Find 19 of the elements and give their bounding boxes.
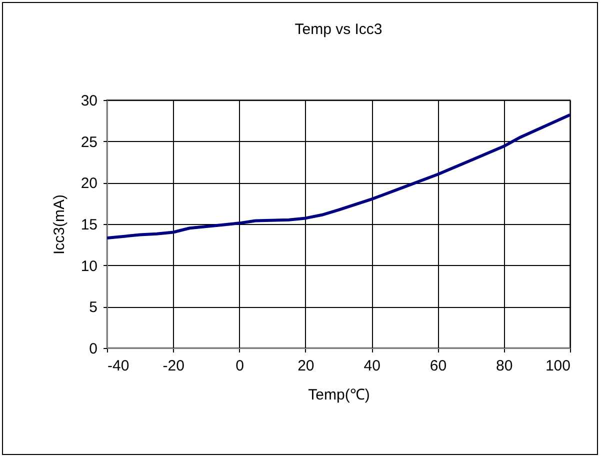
x-tick-label: 80	[496, 358, 513, 374]
x-tick-label: -40	[108, 358, 130, 374]
x-tick-label: 40	[364, 358, 380, 374]
y-tick-label: 0	[89, 340, 98, 358]
x-axis-title: Temp(℃)	[308, 386, 370, 404]
y-tick-label: 30	[80, 92, 98, 110]
y-tick-label: 15	[80, 216, 98, 234]
y-tick-label: 20	[80, 175, 98, 192]
y-tick-label: 25	[80, 134, 98, 151]
line-series	[107, 113, 570, 240]
y-axis-title: Icc3(mA)	[50, 194, 68, 254]
y-tick-label: 10	[80, 258, 98, 275]
chart-title: Temp vs Icc3	[294, 21, 382, 38]
x-tick-label: 100	[545, 358, 570, 374]
x-tick-label: 0	[236, 358, 244, 374]
x-tick-label: 20	[298, 358, 314, 374]
x-tick-label: 60	[430, 358, 447, 374]
y-tick-label: 5	[89, 299, 98, 316]
x-tick-label: -20	[162, 358, 184, 374]
